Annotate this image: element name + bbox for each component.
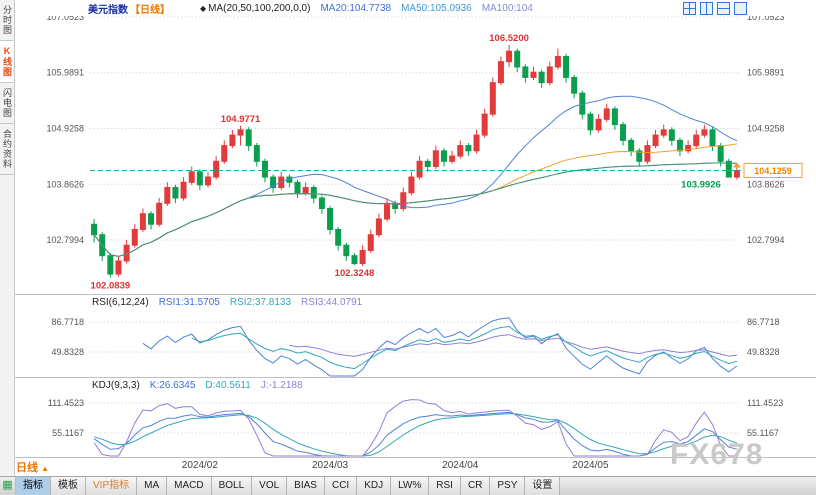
toolbar-tab-4[interactable]: MA	[137, 477, 168, 495]
price-axis-label: 102.7994	[747, 235, 785, 245]
indicator-grid-icon[interactable]	[0, 477, 16, 495]
toolbar-tab-7[interactable]: VOL	[252, 477, 288, 495]
toolbar-tab-11[interactable]: LW%	[391, 477, 430, 495]
sidebar-tab-2[interactable]: K线图	[0, 41, 13, 83]
ma50-value: MA50:105.0936	[401, 2, 472, 14]
rsi3-value: RSI3:44.0791	[301, 297, 363, 308]
toolbar-tab-3[interactable]: VIP指标	[86, 477, 138, 495]
kdj-axis-label: 111.4523	[48, 398, 84, 408]
price-axis-label: 107.0523	[46, 12, 84, 22]
instrument-title: 美元指数	[88, 4, 128, 16]
chevron-up-icon: ▲	[41, 464, 49, 473]
rsi-axis-label: 86.7718	[747, 317, 780, 327]
rsi-axis-label: 49.8328	[51, 347, 84, 357]
chart-header: 美元指数 【日线】 ◆ MA(20,50,100,200,0,0) MA20:1…	[14, 0, 816, 16]
chart-type-sidebar: 分时图 K线图 闪电图 合约资料	[0, 0, 15, 477]
toolbar-tab-9[interactable]: CCI	[324, 477, 358, 495]
bottom-toolbar: 指标模板VIP指标MAMACDBOLLVOLBIASCCIKDJLW%RSICR…	[0, 476, 816, 495]
rsi-axis-label: 49.8328	[747, 347, 780, 357]
price-annotation: 106.5200	[489, 33, 529, 44]
price-annotation: 103.9926	[681, 179, 721, 190]
price-annotation: 104.9771	[221, 114, 261, 125]
diamond-icon: ◆	[200, 3, 207, 13]
layout-single-icon[interactable]	[734, 2, 747, 15]
ma100-value: MA100:104	[481, 2, 533, 14]
toolbar-tabs: 指标 模板 VIP指标 MA MACD BOLL VOL BIAS CCI KDJ LW% RSI CR…	[16, 477, 561, 495]
window-layout-icons	[683, 2, 747, 15]
toolbar-tab-5[interactable]: MACD	[167, 477, 212, 495]
date-label: 2024/04	[442, 460, 479, 471]
kdj-axis-label: 55.1167	[747, 428, 779, 438]
current-price-label: 104.1259	[754, 166, 792, 176]
toolbar-tab-10[interactable]: KDJ	[357, 477, 392, 495]
toolbar-tab-13[interactable]: CR	[460, 477, 491, 495]
rsi-title[interactable]: RSI(6,12,24)	[92, 297, 149, 308]
toolbar-tab-12[interactable]: RSI	[429, 477, 461, 495]
date-label: 2024/02	[182, 460, 219, 471]
date-label: 2024/03	[312, 460, 349, 471]
rsi-axis-label: 86.7718	[51, 317, 84, 327]
layout-grid-2x2-icon[interactable]	[683, 2, 696, 15]
toolbar-tab-6[interactable]: BOLL	[211, 477, 253, 495]
sidebar-tab-3[interactable]: 闪电图	[0, 83, 13, 124]
kdj-axis-label: 111.4523	[747, 398, 783, 408]
kdj-j-value: J:-1.2188	[260, 380, 303, 391]
sidebar-tab-1[interactable]: 分时图	[0, 0, 13, 41]
ma20-value: MA20:104.7738	[320, 2, 392, 14]
price-axis-label: 104.9258	[46, 124, 84, 134]
rsi-indicator-header: RSI(6,12,24) RSI1:31.5705 RSI2:37.8133 R…	[92, 297, 362, 309]
kdj-indicator-header: KDJ(9,3,3) K:26.6345 D:40.5611 J:-1.2188	[92, 380, 303, 392]
toolbar-tab-8[interactable]: BIAS	[287, 477, 325, 495]
kdj-title[interactable]: KDJ(9,3,3)	[92, 380, 140, 391]
kdj-d-value: D:40.5611	[205, 380, 251, 391]
toolbar-tab-1[interactable]: 指标	[16, 477, 51, 495]
watermark: FX678	[670, 438, 764, 471]
price-axis-label: 107.0523	[747, 12, 785, 22]
price-axis-label: 103.8626	[46, 179, 84, 189]
rsi1-value: RSI1:31.5705	[158, 297, 220, 308]
price-axis-label: 103.8626	[747, 179, 785, 189]
layout-split-vertical-icon[interactable]	[700, 2, 713, 15]
price-axis-label: 105.9891	[46, 68, 84, 78]
toolbar-tab-15[interactable]: 设置	[525, 477, 561, 495]
toolbar-tab-2[interactable]: 模板	[51, 477, 86, 495]
sidebar-tab-4[interactable]: 合约资料	[0, 124, 13, 175]
ma-settings-label[interactable]: MA(20,50,100,200,0,0)	[208, 2, 311, 14]
kdj-axis-label: 55.1167	[52, 428, 84, 438]
kdj-k-value: K:26.6345	[149, 380, 196, 391]
price-annotation: 102.0839	[91, 281, 131, 292]
period-dropdown-label: 日线	[16, 462, 38, 474]
price-axis-label: 104.9258	[747, 124, 785, 134]
rsi2-value: RSI2:37.8133	[229, 297, 292, 308]
layout-split-horizontal-icon[interactable]	[717, 2, 730, 15]
date-label: 2024/05	[572, 460, 609, 471]
price-axis-label: 102.7994	[46, 235, 84, 245]
toolbar-tab-14[interactable]: PSY	[490, 477, 526, 495]
price-annotation: 102.3248	[335, 268, 375, 279]
price-axis-label: 105.9891	[747, 68, 785, 78]
period-dropdown[interactable]: 日线 ▲	[16, 459, 49, 475]
period-tag: 【日线】	[130, 4, 170, 16]
